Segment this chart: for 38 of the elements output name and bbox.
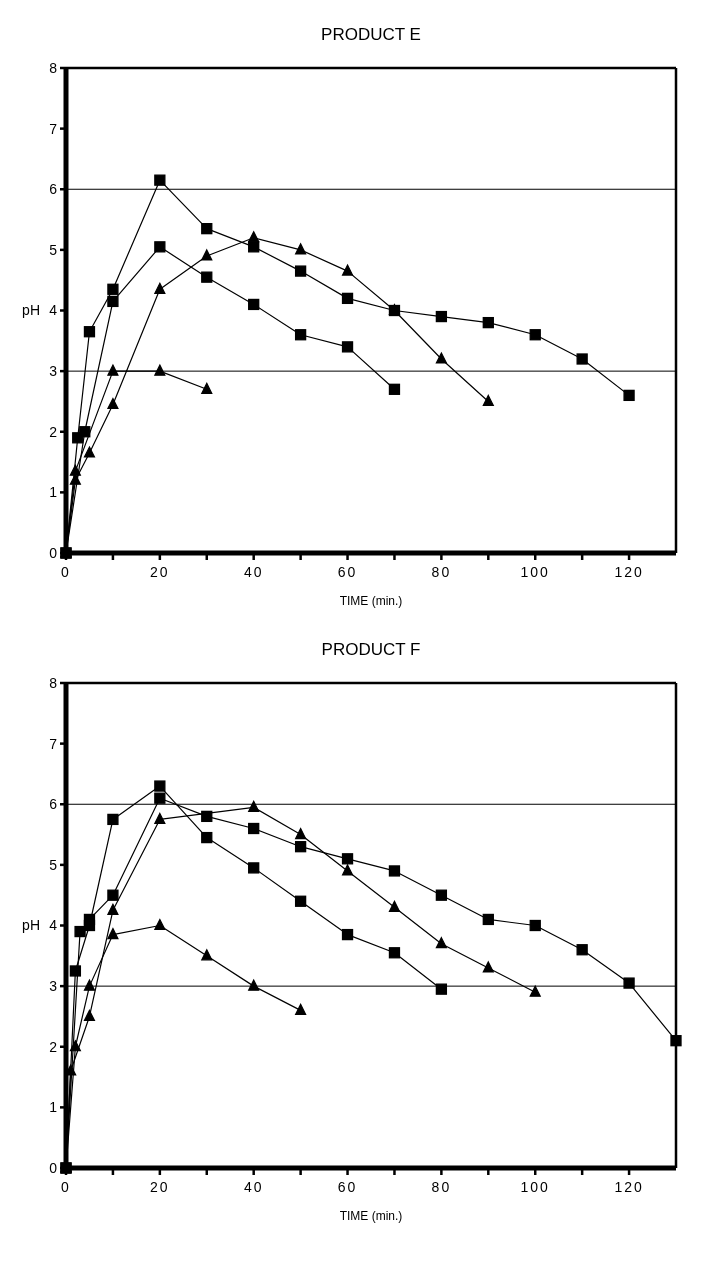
x-axis-title: TIME (min.) <box>339 594 403 608</box>
x-tick-label: 60 <box>337 564 358 580</box>
x-tick-label: 0 <box>61 1179 71 1195</box>
x-axis-title: TIME (min.) <box>339 1209 403 1223</box>
y-tick-label: 1 <box>49 1099 58 1116</box>
chart-title: PRODUCT E <box>321 25 421 44</box>
y-tick-label: 0 <box>49 1159 58 1176</box>
y-axis-title: pH <box>22 917 40 934</box>
y-axis-title: pH <box>22 302 40 319</box>
y-tick-label: 0 <box>49 544 58 561</box>
y-tick-label: 8 <box>49 59 58 76</box>
x-tick-label: 40 <box>243 564 264 580</box>
x-tick-label: 80 <box>431 1179 452 1195</box>
x-tick-label: 20 <box>150 564 170 580</box>
x-tick-label: 120 <box>614 1179 644 1195</box>
y-tick-label: 1 <box>49 484 58 501</box>
y-tick-label: 8 <box>49 674 58 691</box>
y-tick-label: 3 <box>49 363 58 380</box>
x-tick-label: 0 <box>61 564 71 580</box>
y-tick-label: 5 <box>49 856 58 873</box>
x-tick-label: 20 <box>150 1179 170 1195</box>
y-tick-label: 2 <box>49 423 58 440</box>
y-tick-label: 7 <box>49 120 58 137</box>
y-tick-label: 2 <box>49 1038 58 1055</box>
x-tick-label: 100 <box>520 1179 550 1195</box>
y-tick-label: 4 <box>49 302 58 319</box>
x-tick-label: 60 <box>337 1179 358 1195</box>
x-tick-label: 100 <box>520 564 550 580</box>
y-tick-label: 3 <box>49 978 58 995</box>
y-tick-label: 7 <box>49 735 58 752</box>
y-tick-label: 6 <box>49 181 58 198</box>
x-tick-label: 80 <box>431 564 452 580</box>
chart-title: PRODUCT F <box>321 640 421 659</box>
y-tick-label: 5 <box>49 241 58 258</box>
y-tick-label: 6 <box>49 796 58 813</box>
x-tick-label: 40 <box>243 1179 264 1195</box>
x-tick-label: 120 <box>614 564 644 580</box>
y-tick-label: 4 <box>49 917 58 934</box>
